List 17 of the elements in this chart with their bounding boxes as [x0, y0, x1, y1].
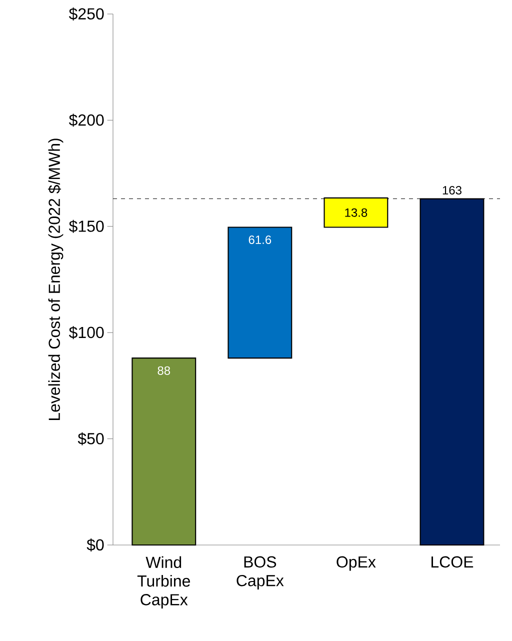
data-label: 163: [442, 186, 462, 195]
x-tick-label: Wind Turbine CapEx: [137, 556, 190, 609]
y-tick-label: $100: [68, 326, 104, 340]
data-label: 13.8: [345, 208, 368, 217]
x-tick-label: LCOE: [432, 556, 474, 568]
bar: [228, 226, 292, 359]
y-tick-label: $50: [78, 432, 104, 446]
x-tick-label: OpEx: [336, 556, 376, 571]
y-axis-title: Levelized Cost of Energy (2022 $/MWh): [48, 138, 64, 420]
y-tick-label: $200: [68, 114, 104, 127]
y-tick-label: $250: [68, 8, 104, 20]
data-label: 88: [158, 366, 170, 375]
x-tick-label: BOS CapEx: [236, 556, 284, 590]
data-label: 61.6: [248, 236, 272, 244]
bar: [132, 358, 196, 546]
y-tick-label: $0: [86, 538, 104, 552]
y-tick-label: $150: [68, 220, 104, 233]
